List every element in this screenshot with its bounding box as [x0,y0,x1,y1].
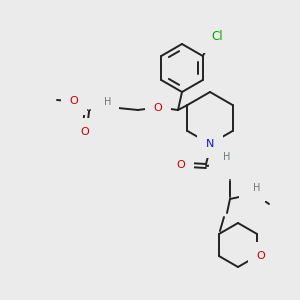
Text: H: H [104,97,112,107]
Text: O: O [177,160,185,170]
Text: N: N [218,160,226,170]
Text: O: O [81,127,89,137]
Text: N: N [100,104,108,114]
Text: Cl: Cl [211,31,223,44]
Text: N: N [206,139,214,149]
Text: O: O [154,103,162,113]
Text: N: N [248,191,256,201]
Text: O: O [257,251,266,261]
Text: H: H [253,183,261,193]
Text: O: O [70,96,78,106]
Text: H: H [223,152,231,162]
